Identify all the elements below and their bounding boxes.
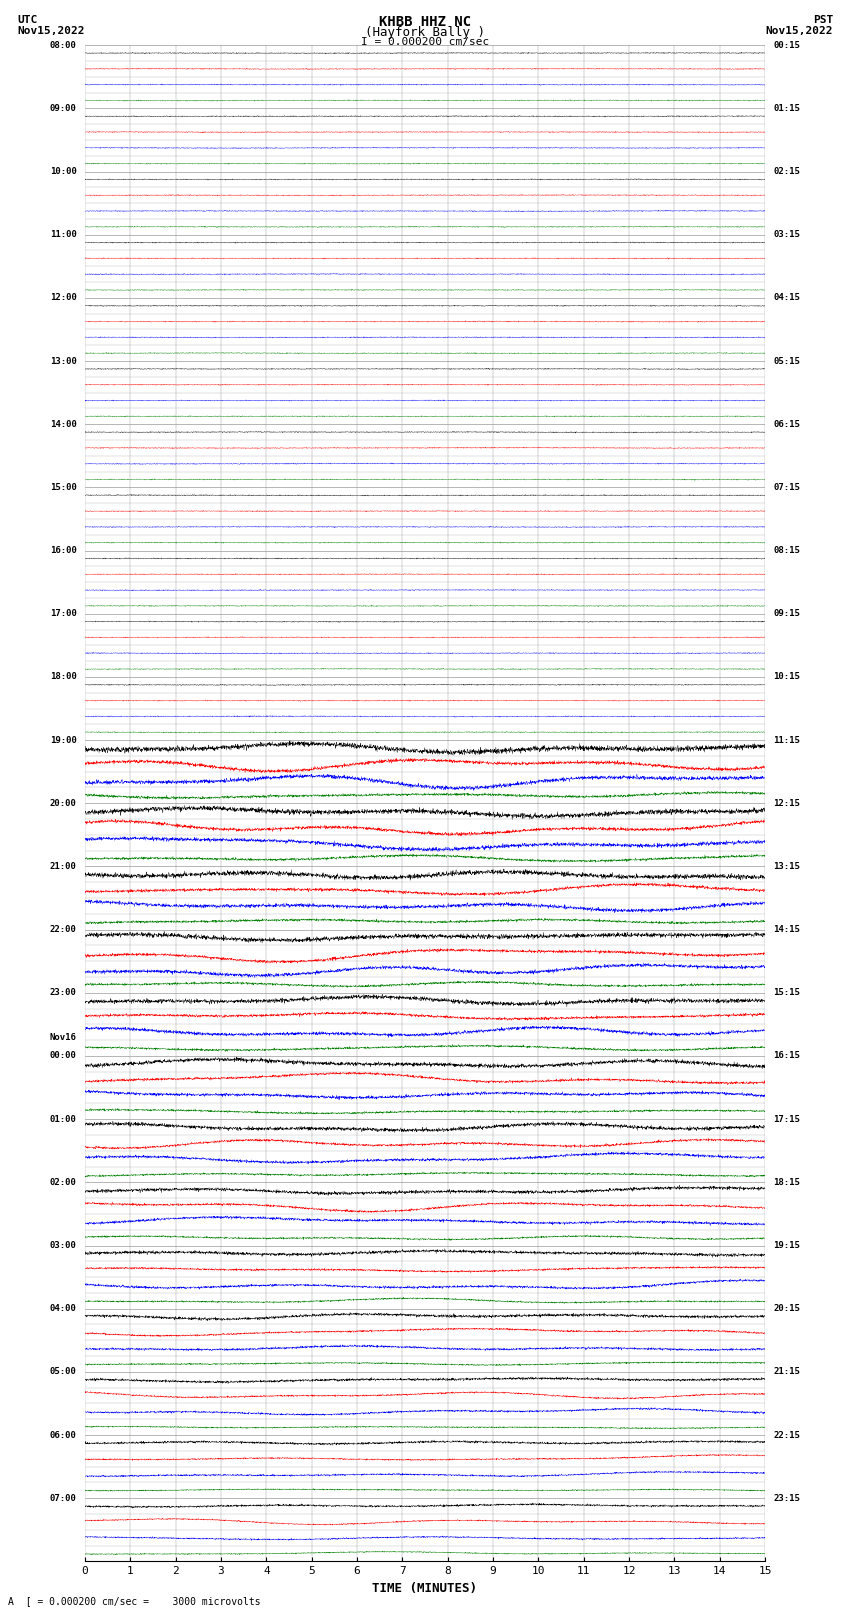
Text: 17:15: 17:15: [774, 1115, 800, 1124]
Text: 05:15: 05:15: [774, 356, 800, 366]
Text: 14:00: 14:00: [50, 419, 76, 429]
Text: 20:00: 20:00: [50, 798, 76, 808]
Text: 13:00: 13:00: [50, 356, 76, 366]
Text: 09:00: 09:00: [50, 103, 76, 113]
Text: 23:15: 23:15: [774, 1494, 800, 1503]
Text: A  [ = 0.000200 cm/sec =    3000 microvolts: A [ = 0.000200 cm/sec = 3000 microvolts: [8, 1597, 261, 1607]
Text: 12:15: 12:15: [774, 798, 800, 808]
X-axis label: TIME (MINUTES): TIME (MINUTES): [372, 1582, 478, 1595]
Text: KHBB HHZ NC: KHBB HHZ NC: [379, 16, 471, 29]
Text: 01:00: 01:00: [50, 1115, 76, 1124]
Text: 16:00: 16:00: [50, 547, 76, 555]
Text: 19:15: 19:15: [774, 1240, 800, 1250]
Text: UTC: UTC: [17, 16, 37, 26]
Text: Nov15,2022: Nov15,2022: [766, 26, 833, 35]
Text: 06:00: 06:00: [50, 1431, 76, 1439]
Text: 10:00: 10:00: [50, 168, 76, 176]
Text: 07:00: 07:00: [50, 1494, 76, 1503]
Text: 00:00: 00:00: [50, 1052, 76, 1060]
Text: 04:00: 04:00: [50, 1305, 76, 1313]
Text: 03:15: 03:15: [774, 231, 800, 239]
Text: 02:00: 02:00: [50, 1177, 76, 1187]
Text: 02:15: 02:15: [774, 168, 800, 176]
Text: 22:00: 22:00: [50, 926, 76, 934]
Text: 01:15: 01:15: [774, 103, 800, 113]
Text: 15:15: 15:15: [774, 989, 800, 997]
Text: PST: PST: [813, 16, 833, 26]
Text: 20:15: 20:15: [774, 1305, 800, 1313]
Text: 17:00: 17:00: [50, 610, 76, 618]
Text: 14:15: 14:15: [774, 926, 800, 934]
Text: 08:15: 08:15: [774, 547, 800, 555]
Text: 13:15: 13:15: [774, 861, 800, 871]
Text: 03:00: 03:00: [50, 1240, 76, 1250]
Text: 23:00: 23:00: [50, 989, 76, 997]
Text: 21:00: 21:00: [50, 861, 76, 871]
Text: 11:00: 11:00: [50, 231, 76, 239]
Text: 00:15: 00:15: [774, 40, 800, 50]
Text: (Hayfork Bally ): (Hayfork Bally ): [365, 26, 485, 39]
Text: 09:15: 09:15: [774, 610, 800, 618]
Text: 19:00: 19:00: [50, 736, 76, 745]
Text: 22:15: 22:15: [774, 1431, 800, 1439]
Text: 11:15: 11:15: [774, 736, 800, 745]
Text: 18:00: 18:00: [50, 673, 76, 681]
Text: 10:15: 10:15: [774, 673, 800, 681]
Text: I = 0.000200 cm/sec: I = 0.000200 cm/sec: [361, 37, 489, 47]
Text: 12:00: 12:00: [50, 294, 76, 302]
Text: 06:15: 06:15: [774, 419, 800, 429]
Text: Nov16: Nov16: [50, 1032, 76, 1042]
Text: Nov15,2022: Nov15,2022: [17, 26, 84, 35]
Text: 21:15: 21:15: [774, 1368, 800, 1376]
Text: 08:00: 08:00: [50, 40, 76, 50]
Text: 16:15: 16:15: [774, 1052, 800, 1060]
Text: 18:15: 18:15: [774, 1177, 800, 1187]
Text: 15:00: 15:00: [50, 482, 76, 492]
Text: 07:15: 07:15: [774, 482, 800, 492]
Text: 05:00: 05:00: [50, 1368, 76, 1376]
Text: 04:15: 04:15: [774, 294, 800, 302]
